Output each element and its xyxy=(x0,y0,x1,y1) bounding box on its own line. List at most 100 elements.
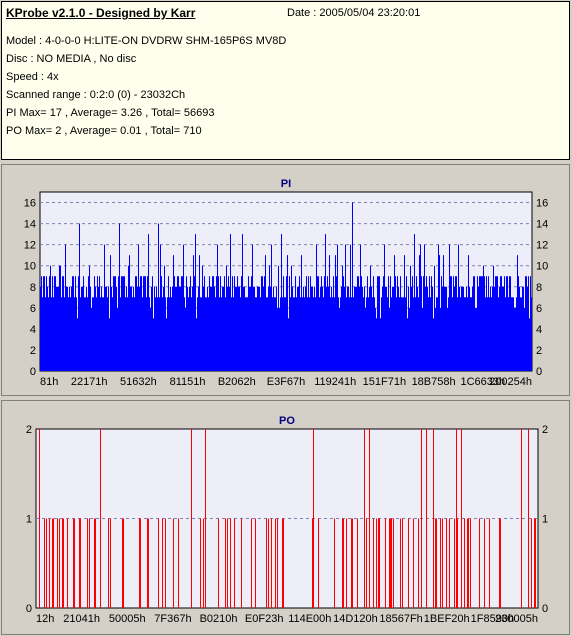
pi-bar xyxy=(210,286,211,371)
pi-bar xyxy=(471,297,472,371)
x-tick-label: 200254h xyxy=(489,376,532,388)
po-series xyxy=(39,429,536,608)
pi-bar xyxy=(433,318,434,371)
pi-bar xyxy=(252,244,253,371)
pi-bar xyxy=(88,276,89,371)
po-bar xyxy=(139,518,140,608)
pi-bar xyxy=(451,276,452,371)
pi-bar xyxy=(439,255,440,371)
pi-bar xyxy=(198,286,199,371)
pi-bar xyxy=(95,286,96,371)
po-bar xyxy=(312,518,313,608)
pi-bar xyxy=(288,318,289,371)
pi-bar xyxy=(488,276,489,371)
pi-bar xyxy=(448,297,449,371)
pi-bar xyxy=(434,265,435,371)
pi-bar xyxy=(143,276,144,371)
pi-bar xyxy=(86,286,87,371)
po-bar xyxy=(203,518,204,608)
pi-bar xyxy=(474,276,475,371)
pi-bar xyxy=(457,297,458,371)
pi-bar xyxy=(425,286,426,371)
pi-bar xyxy=(358,276,359,371)
pi-bar xyxy=(196,318,197,371)
po-bar xyxy=(52,518,53,608)
pi-bar xyxy=(290,297,291,371)
pi-bar xyxy=(398,286,399,371)
pi-bar xyxy=(245,297,246,371)
y-tick-label: 0 xyxy=(26,603,32,615)
po-bar xyxy=(80,518,81,608)
pi-bar xyxy=(105,286,106,371)
pi-bar xyxy=(428,297,429,371)
pi-bar xyxy=(418,297,419,371)
pi-bar xyxy=(340,297,341,371)
pi-bar xyxy=(523,286,524,371)
pi-bar xyxy=(110,255,111,371)
pi-bar xyxy=(345,244,346,371)
pi-bar xyxy=(435,307,436,371)
pi-bar xyxy=(373,276,374,371)
pi-bar xyxy=(112,297,113,371)
pi-bar xyxy=(361,276,362,371)
pi-bar xyxy=(316,244,317,371)
pi-bar xyxy=(180,286,181,371)
pi-bar xyxy=(270,286,271,371)
po-chart-panel: PO 0 0 1 1 2 2 12h 21041h 50005h 7F367h B0210h E0F23… xyxy=(1,400,570,635)
pi-bar xyxy=(231,297,232,371)
pi-bar xyxy=(138,244,139,371)
pi-bar xyxy=(87,297,88,371)
po-bar xyxy=(87,518,88,608)
po-bar xyxy=(89,518,90,608)
pi-bar xyxy=(526,276,527,371)
po-bar xyxy=(426,429,427,608)
pi-bar xyxy=(254,286,255,371)
pi-bar xyxy=(137,286,138,371)
pi-bar xyxy=(111,286,112,371)
pi-bar xyxy=(517,255,518,371)
pi-bar xyxy=(44,276,45,371)
pi-bar xyxy=(324,276,325,371)
pi-bar xyxy=(67,286,68,371)
x-tick-label: 18567Fh xyxy=(379,613,422,625)
pi-bar xyxy=(236,286,237,371)
po-bar xyxy=(342,518,343,608)
pi-bar xyxy=(113,276,114,371)
pi-bar xyxy=(161,276,162,371)
pi-bar xyxy=(128,265,129,371)
pi-chart-panel: PI 0 0 2 2 4 4 6 6 8 8 10 10 12 12 14 14 16 16 81h 22171h 516… xyxy=(1,164,570,396)
pi-bar xyxy=(355,286,356,371)
pi-bar xyxy=(170,286,171,371)
pi-bar xyxy=(394,255,395,371)
pi-bar xyxy=(265,255,266,371)
pi-bar xyxy=(299,276,300,371)
pi-bar xyxy=(508,297,509,371)
pi-bar xyxy=(491,297,492,371)
pi-bar xyxy=(89,265,90,371)
po-bar xyxy=(49,518,50,608)
pi-bar xyxy=(442,286,443,371)
pi-bar xyxy=(140,276,141,371)
pi-bar xyxy=(75,276,76,371)
po-bar xyxy=(456,429,457,608)
y-tick-label: 2 xyxy=(26,424,32,436)
pi-bar xyxy=(408,286,409,371)
pi-bar xyxy=(475,307,476,371)
pi-bar xyxy=(212,276,213,371)
pi-bar xyxy=(393,286,394,371)
po-bar xyxy=(162,518,163,608)
po-bar xyxy=(44,518,45,608)
pi-bar xyxy=(426,276,427,371)
pi-bar xyxy=(104,244,105,371)
pi-bar xyxy=(190,276,191,371)
pi-bar xyxy=(404,255,405,371)
pi-bar xyxy=(157,297,158,371)
x-tick-label: 1C6633h xyxy=(460,376,505,388)
pi-bar xyxy=(371,286,372,371)
pi-bar xyxy=(182,276,183,371)
pi-bar xyxy=(158,223,159,371)
pi-bar xyxy=(507,276,508,371)
pi-bar xyxy=(195,234,196,371)
po-bar xyxy=(531,518,532,608)
pi-bar xyxy=(281,234,282,371)
